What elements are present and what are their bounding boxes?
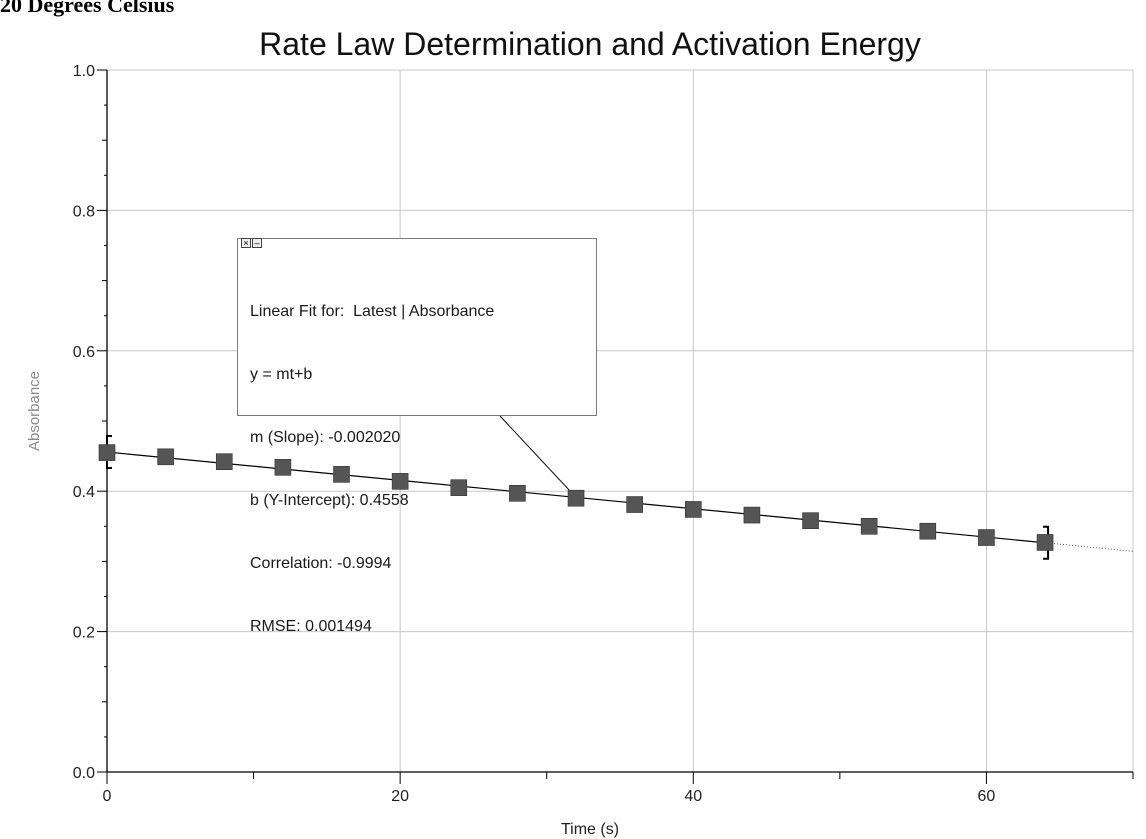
data-point: [743, 506, 761, 524]
data-point: [567, 489, 585, 507]
annotation-leader: [499, 415, 577, 498]
linear-fit-box[interactable]: × – Linear Fit for: Latest | Absorbance …: [237, 238, 597, 635]
x-tick-label: 20: [391, 788, 409, 805]
x-tick-label: 40: [684, 788, 702, 805]
y-axis-label: Absorbance: [26, 371, 43, 451]
fit-line-5: Correlation: -0.9994: [250, 555, 392, 572]
data-points: [98, 444, 1054, 551]
chart-title: Rate Law Determination and Activation En…: [259, 26, 921, 62]
data-point: [391, 473, 409, 490]
data-point: [802, 512, 819, 529]
data-point: [978, 529, 995, 546]
data-point: [626, 496, 643, 513]
data-point: [333, 466, 350, 483]
data-point: [860, 517, 878, 535]
axes: 0.0 0.2 0.4 0.6 0.8 1.0 0 20 40 60: [73, 63, 1134, 805]
y-tick-label: 0.0: [73, 765, 95, 782]
fit-line-3: m (Slope): -0.002020: [250, 429, 401, 446]
x-tick-label: 60: [978, 788, 996, 805]
data-point: [215, 453, 233, 471]
data-point: [450, 479, 468, 496]
y-tick-label: 1.0: [73, 63, 95, 80]
data-point: [919, 522, 937, 540]
data-point: [274, 459, 292, 476]
y-tick-label: 0.4: [73, 484, 95, 501]
minimize-icon[interactable]: –: [252, 238, 262, 248]
y-tick-label: 0.8: [73, 203, 95, 220]
close-icon[interactable]: ×: [241, 238, 251, 248]
fit-line-4: b (Y-Intercept): 0.4558: [250, 492, 409, 509]
fit-line-extrapolated: [1045, 542, 1134, 552]
y-tick-label: 0.2: [73, 625, 95, 642]
data-point: [509, 485, 526, 502]
data-point: [157, 448, 174, 466]
data-point: [1036, 534, 1054, 551]
y-tick-label: 0.6: [73, 344, 95, 361]
grid: [107, 69, 1134, 772]
fit-line-2: y = mt+b: [250, 366, 313, 383]
page-heading: 20 Degrees Celsius: [0, 0, 175, 17]
x-tick-label: 0: [103, 788, 112, 805]
data-point: [98, 444, 116, 461]
x-axis-label: Time (s): [561, 821, 619, 838]
fit-line-1: Linear Fit for: Latest | Absorbance: [250, 303, 495, 320]
fit-line-6: RMSE: 0.001494: [250, 618, 372, 635]
data-point: [684, 501, 702, 518]
